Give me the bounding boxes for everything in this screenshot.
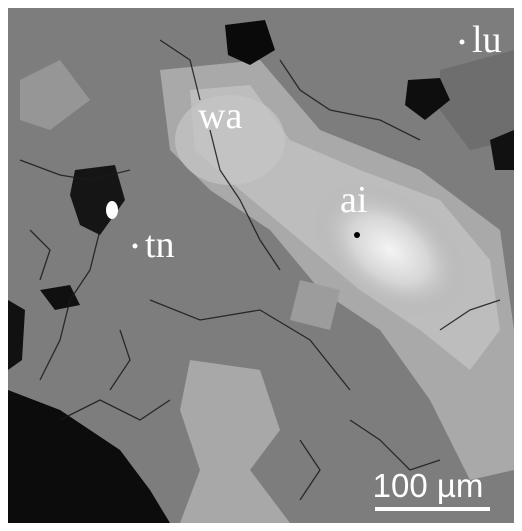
- image-content: [8, 8, 514, 523]
- scale-bar-label: 100 µm: [373, 467, 484, 504]
- micrograph: wa ai tn lu 100 µm: [0, 0, 522, 531]
- phase-label: wa: [198, 95, 242, 137]
- phase-label: tn: [145, 224, 175, 266]
- phase-label: lu: [472, 19, 502, 61]
- point-marker: [133, 244, 138, 249]
- page: {"image": {"labels": [{"text": "wa"}, {"…: [0, 0, 522, 531]
- scale-bar: [375, 507, 490, 511]
- point-marker: [460, 40, 465, 45]
- point-marker: [354, 232, 360, 238]
- phase-label: ai: [340, 179, 367, 221]
